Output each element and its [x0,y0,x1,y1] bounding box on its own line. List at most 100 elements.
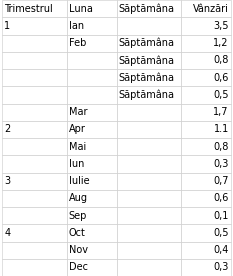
Text: Apr: Apr [69,124,86,134]
Bar [67,17,116,34]
Bar [116,69,181,86]
Text: 0,7: 0,7 [213,176,229,186]
Text: Săptămâna: Săptămâna [118,90,174,100]
Bar [181,104,231,121]
Text: 0,5: 0,5 [213,90,229,100]
Bar [67,172,116,190]
Text: 0,1: 0,1 [213,211,229,221]
Bar [181,190,231,207]
Bar [181,172,231,190]
Bar [116,190,181,207]
Bar [116,17,181,34]
Bar [67,0,116,17]
Bar [181,224,231,242]
Bar [116,104,181,121]
Text: Nov: Nov [69,245,88,255]
Bar [67,190,116,207]
Text: 0,8: 0,8 [213,55,229,65]
Bar [181,69,231,86]
Bar [2,138,67,155]
Text: Feb: Feb [69,38,86,48]
Text: 3: 3 [4,176,10,186]
Bar [116,34,181,52]
Bar [2,17,67,34]
Bar [2,259,67,276]
Bar [67,86,116,104]
Text: Iulie: Iulie [69,176,89,186]
Bar [181,155,231,172]
Text: 0,8: 0,8 [213,142,229,152]
Text: Săptămâna: Săptămâna [118,38,174,48]
Bar [2,121,67,138]
Bar [2,69,67,86]
Bar [2,86,67,104]
Bar [181,242,231,259]
Bar [67,69,116,86]
Bar [181,34,231,52]
Bar [116,52,181,69]
Bar [116,155,181,172]
Bar [181,52,231,69]
Bar [116,224,181,242]
Text: Mar: Mar [69,107,87,117]
Bar [2,155,67,172]
Bar [2,52,67,69]
Bar [2,104,67,121]
Text: Aug: Aug [69,193,88,203]
Text: 0,6: 0,6 [213,73,229,83]
Bar [67,224,116,242]
Bar [2,190,67,207]
Bar [2,242,67,259]
Text: Luna: Luna [69,4,93,14]
Bar [2,172,67,190]
Bar [116,207,181,224]
Text: 1,7: 1,7 [213,107,229,117]
Bar [116,259,181,276]
Bar [67,104,116,121]
Bar [67,34,116,52]
Text: 1,2: 1,2 [213,38,229,48]
Text: Dec: Dec [69,262,88,272]
Bar [2,207,67,224]
Text: 0,6: 0,6 [213,193,229,203]
Bar [2,0,67,17]
Text: 2: 2 [4,124,10,134]
Text: 0,4: 0,4 [213,245,229,255]
Bar [181,86,231,104]
Bar [67,138,116,155]
Bar [2,34,67,52]
Text: 0,3: 0,3 [213,159,229,169]
Bar [67,121,116,138]
Bar [181,138,231,155]
Text: Iun: Iun [69,159,84,169]
Bar [116,242,181,259]
Bar [116,172,181,190]
Bar [67,207,116,224]
Bar [181,207,231,224]
Text: Ian: Ian [69,21,84,31]
Text: 4: 4 [4,228,10,238]
Text: Mai: Mai [69,142,86,152]
Text: Trimestrul: Trimestrul [4,4,53,14]
Text: 0,3: 0,3 [213,262,229,272]
Bar [116,0,181,17]
Text: 0,5: 0,5 [213,228,229,238]
Text: Săptămâna: Săptămâna [118,72,174,83]
Bar [116,86,181,104]
Text: 1.1: 1.1 [214,124,229,134]
Bar [67,242,116,259]
Bar [116,121,181,138]
Bar [181,121,231,138]
Bar [181,259,231,276]
Bar [116,138,181,155]
Bar [2,224,67,242]
Text: Săptămâna: Săptămâna [118,55,174,66]
Bar [67,259,116,276]
Text: 3,5: 3,5 [213,21,229,31]
Text: Săptămâna: Săptămâna [118,3,174,14]
Text: Vânzări: Vânzări [193,4,229,14]
Bar [67,155,116,172]
Text: Oct: Oct [69,228,86,238]
Bar [67,52,116,69]
Bar [181,0,231,17]
